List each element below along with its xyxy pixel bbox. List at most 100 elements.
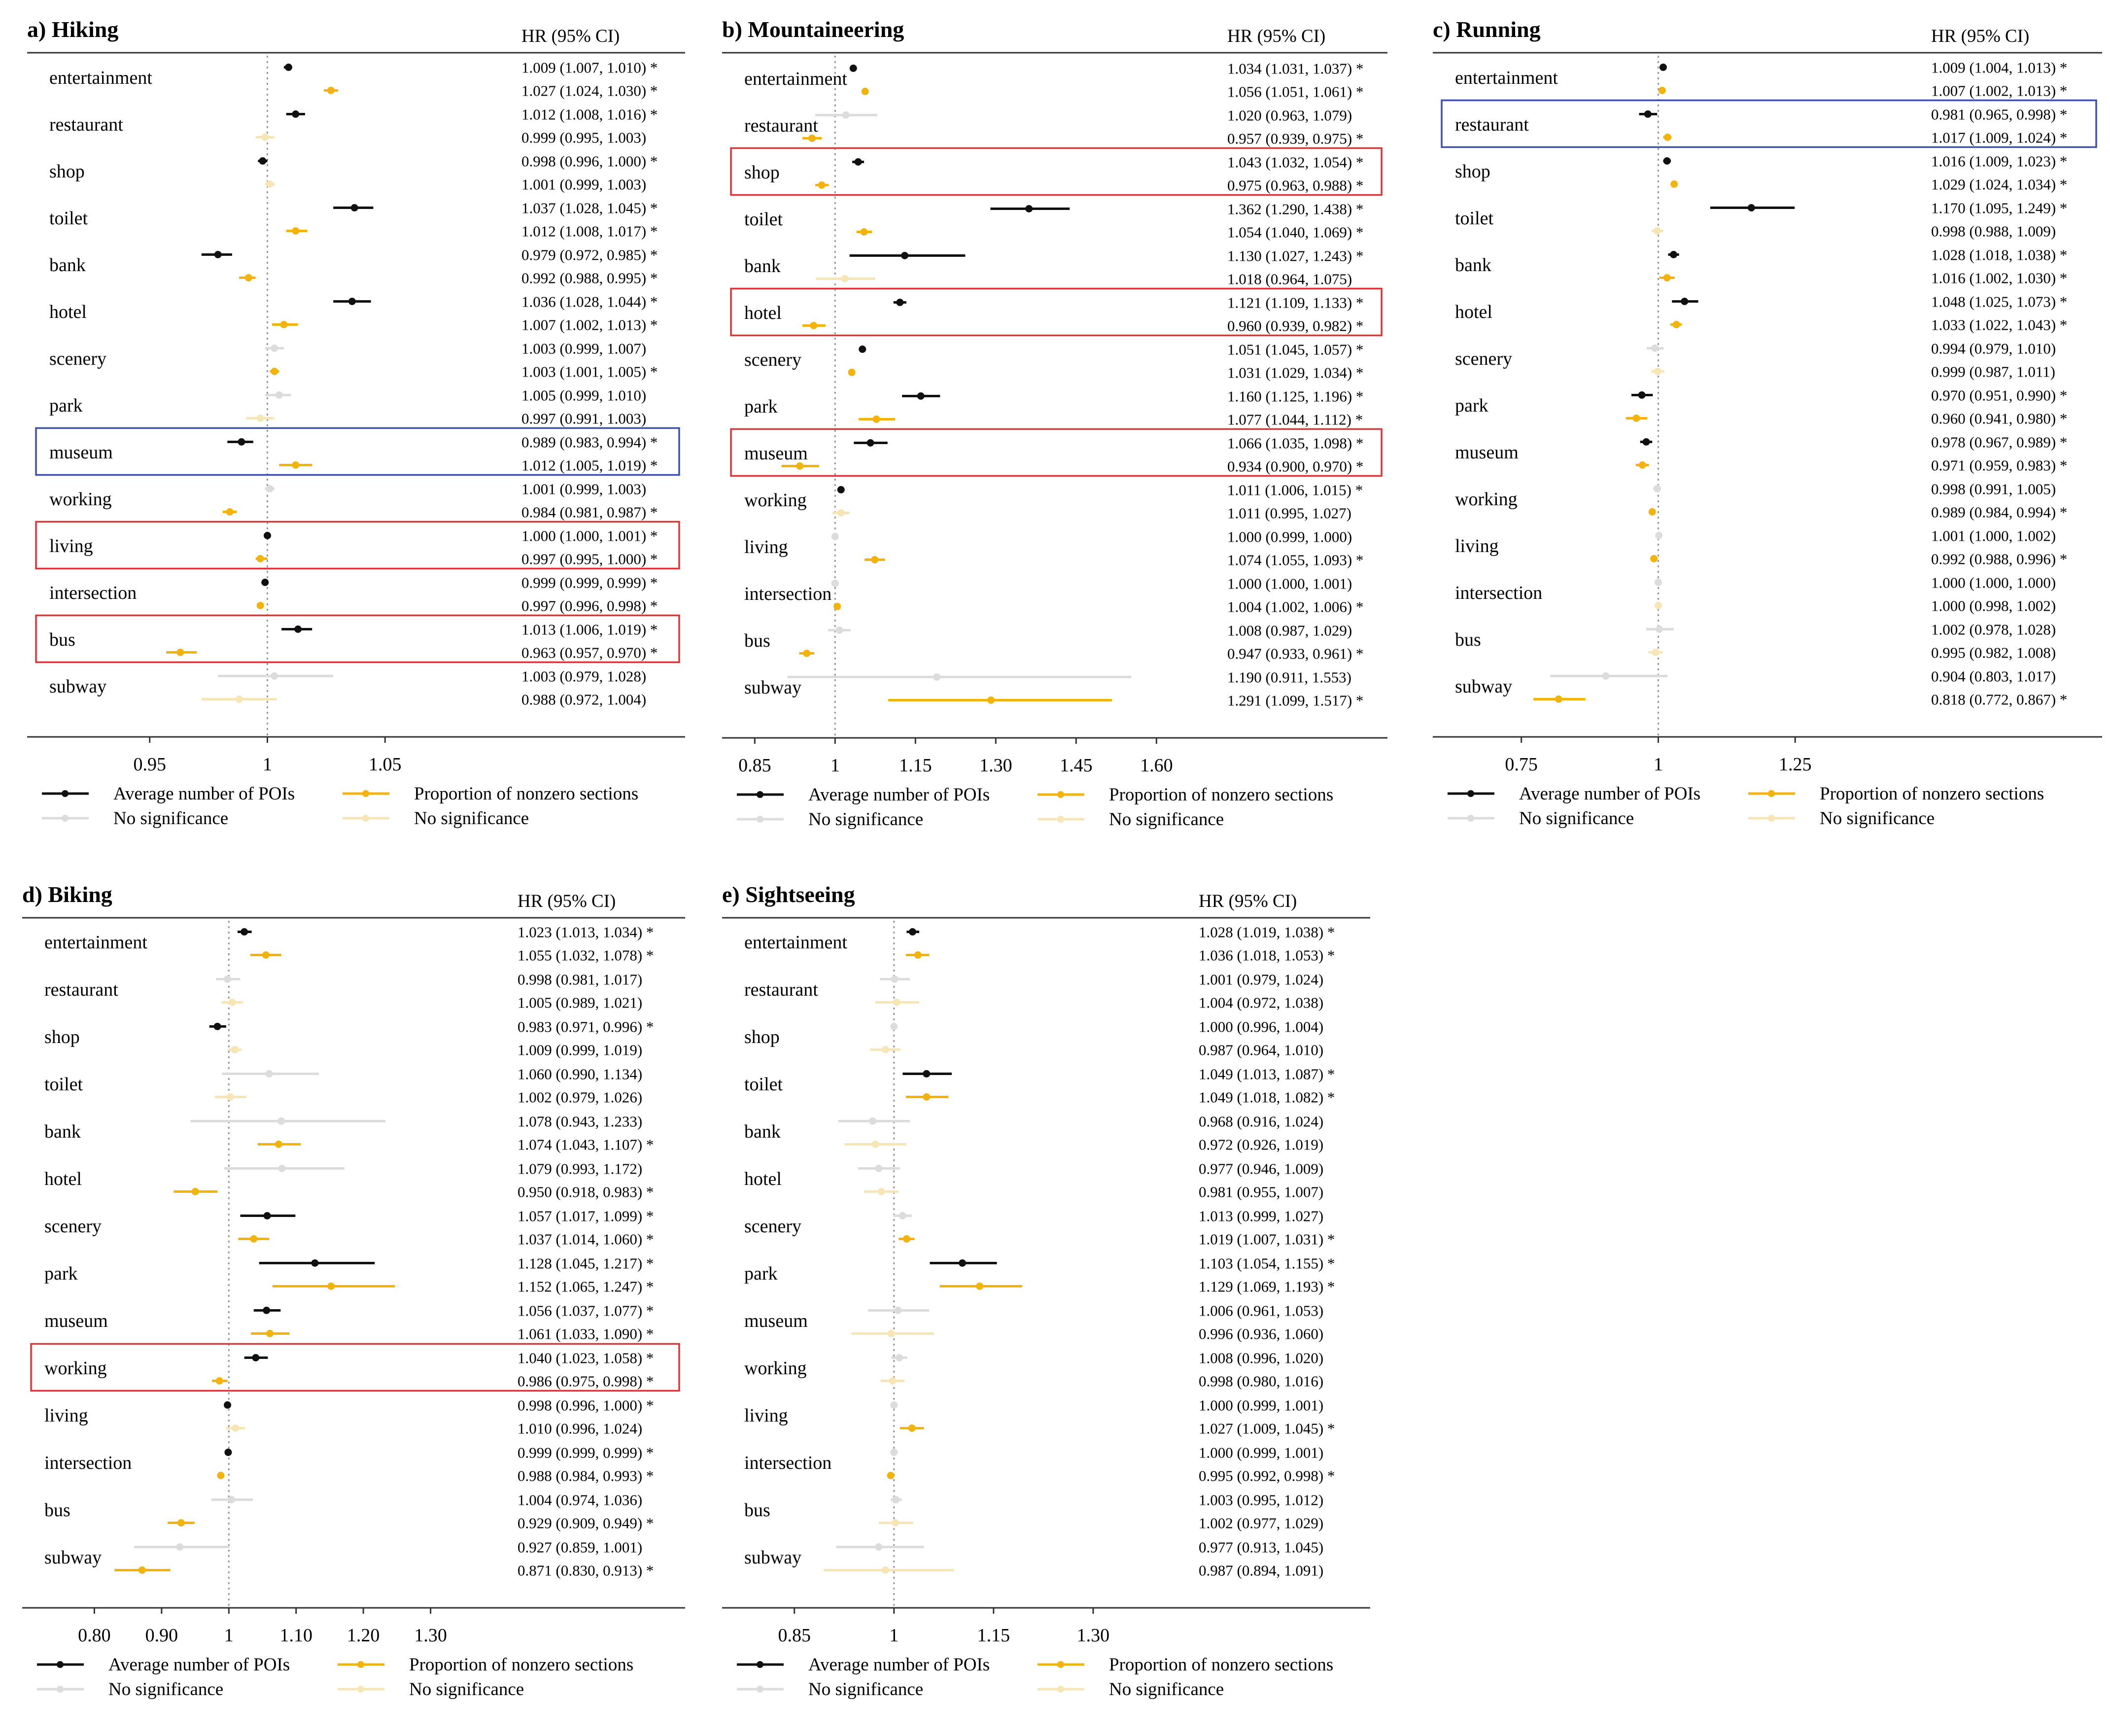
avg-point-restaurant [1644, 110, 1652, 118]
prop-ci-label-entertainment: 1.007 (1.002, 1.013) * [1931, 82, 2067, 100]
avg-ci-label-working: 0.998 (0.991, 1.005) [1931, 481, 2056, 498]
avg-point-bus [294, 625, 302, 633]
prop-ci-label-intersection: 0.988 (0.984, 0.993) * [518, 1467, 654, 1485]
avg-point-shop [259, 157, 267, 165]
row-label-museum: museum [49, 442, 113, 463]
avg-point-restaurant [224, 975, 232, 983]
prop-point-museum [887, 1330, 895, 1337]
avg-ci-label-hotel: 1.121 (1.109, 1.133) * [1227, 294, 1363, 312]
row-label-working: working [744, 490, 807, 511]
prop-point-toilet [292, 227, 300, 235]
highlight-box-shop [730, 147, 1383, 196]
avg-point-entertainment [284, 64, 292, 71]
prop-ci-label-entertainment: 1.055 (1.032, 1.078) * [518, 947, 654, 964]
row-label-subway: subway [744, 677, 801, 698]
prop-point-scenery [271, 368, 278, 375]
row-label-bus: bus [744, 1500, 770, 1521]
prop-point-working [837, 509, 845, 517]
avg-ci-label-scenery: 1.003 (0.999, 1.007) [521, 340, 646, 357]
row-label-park: park [44, 1263, 78, 1284]
avg-point-intersection [1654, 579, 1662, 586]
avg-point-park [275, 391, 283, 399]
row-label-living: living [744, 1405, 788, 1426]
prop-ci-label-bank: 0.992 (0.988, 0.995) * [521, 270, 657, 287]
prop-point-living [871, 556, 879, 563]
prop-point-scenery [1654, 368, 1661, 375]
x-tick-label: 1.20 [347, 1625, 380, 1646]
avg-ci-label-subway: 0.904 (0.803, 1.017) [1931, 668, 2056, 685]
prop-ci-label-hotel: 0.981 (0.955, 1.007) [1199, 1183, 1323, 1201]
prop-ci-label-park: 1.077 (1.044, 1.112) * [1227, 411, 1363, 428]
prop-ci-label-museum: 0.971 (0.959, 0.983) * [1931, 457, 2067, 474]
avg-ci-label-bank: 1.078 (0.943, 1.233) [518, 1113, 642, 1130]
row-label-scenery: scenery [49, 348, 106, 369]
prop-point-hotel [810, 322, 818, 329]
prop-ci-label-restaurant: 1.004 (0.972, 1.038) [1199, 994, 1323, 1011]
avg-ci-label-park: 1.005 (0.999, 1.010) [521, 387, 646, 404]
avg-ci-label-toilet: 1.037 (1.028, 1.045) * [521, 200, 657, 217]
x-tick-label: 1.15 [899, 755, 932, 776]
prop-point-park [327, 1283, 335, 1290]
avg-ci-label-toilet: 1.170 (1.095, 1.249) * [1931, 200, 2067, 217]
avg-point-entertainment [909, 928, 917, 936]
prop-point-shop [231, 1046, 239, 1053]
legend-prop-label: Proportion of nonzero sections [1109, 1655, 1333, 1675]
avg-ci-label-scenery: 0.994 (0.979, 1.010) [1931, 340, 2056, 357]
prop-ci-label-bus: 0.929 (0.909, 0.949) * [518, 1515, 654, 1532]
avg-point-scenery [1651, 345, 1659, 352]
row-label-bank: bank [744, 256, 781, 277]
prop-point-bus [1652, 649, 1660, 656]
prop-ci-label-shop: 1.001 (0.999, 1.003) [521, 176, 646, 193]
prop-ci-label-toilet: 1.012 (1.008, 1.017) * [521, 223, 657, 240]
prop-ci-label-park: 0.997 (0.991, 1.003) [521, 410, 646, 427]
avg-ci-label-museum: 0.989 (0.983, 0.994) * [521, 434, 657, 451]
avg-ci-label-working: 1.001 (0.999, 1.003) [521, 481, 646, 498]
avg-ci-label-museum: 1.006 (0.961, 1.053) [1199, 1302, 1323, 1319]
prop-ci-label-bank: 1.016 (1.002, 1.030) * [1931, 270, 2067, 287]
legend-avg-dot [757, 1661, 763, 1668]
prop-point-entertainment [1658, 87, 1666, 94]
avg-ci-label-restaurant: 1.001 (0.979, 1.024) [1199, 971, 1323, 988]
prop-ci-label-scenery: 1.019 (1.007, 1.031) * [1199, 1231, 1335, 1248]
prop-ci-label-subway: 0.871 (0.830, 0.913) * [518, 1562, 654, 1579]
x-tick-label: 1.30 [1077, 1625, 1110, 1646]
highlight-box-bus [35, 614, 680, 663]
prop-ci-label-working: 0.986 (0.975, 0.998) * [518, 1373, 654, 1390]
panel-sightseeing: e) Sightseeing HR (95% CI) 0.85 1 1.15 1.30 en… [722, 882, 1370, 1700]
avg-ci-label-scenery: 1.051 (1.045, 1.057) * [1227, 341, 1363, 358]
avg-point-working [252, 1354, 260, 1361]
prop-ci-label-shop: 0.975 (0.963, 0.988) * [1227, 177, 1363, 194]
row-label-museum: museum [44, 1311, 108, 1331]
prop-ci-label-scenery: 1.031 (1.029, 1.034) * [1227, 364, 1363, 382]
row-label-entertainment: entertainment [49, 68, 152, 88]
avg-ci-label-restaurant: 1.020 (0.963, 1.079) [1227, 107, 1352, 124]
prop-point-subway [881, 1566, 889, 1574]
avg-point-toilet [350, 204, 358, 211]
prop-point-toilet [226, 1093, 234, 1101]
avg-point-bank [277, 1117, 285, 1125]
panel-biking: d) Biking HR (95% CI) 0.80 0.90 1 1.10 1.20 1.3… [22, 882, 685, 1700]
prop-point-subway [235, 695, 243, 703]
legend-avg-ns-label: No significance [113, 808, 228, 829]
avg-point-scenery [271, 345, 278, 352]
row-label-toilet: toilet [49, 208, 88, 229]
row-label-bus: bus [44, 1500, 70, 1521]
prop-ci-label-intersection: 1.004 (1.002, 1.006) * [1227, 598, 1363, 616]
prop-ci-label-scenery: 0.999 (0.987, 1.011) [1931, 363, 2055, 381]
prop-ci-label-hotel: 0.960 (0.939, 0.982) * [1227, 317, 1363, 335]
prop-point-intersection [1654, 602, 1662, 609]
avg-ci-label-working: 1.040 (1.023, 1.058) * [518, 1350, 654, 1367]
row-label-toilet: toilet [744, 1074, 783, 1095]
prop-point-entertainment [914, 951, 922, 959]
row-label-living: living [49, 536, 93, 556]
prop-ci-label-bus: 1.002 (0.977, 1.029) [1199, 1515, 1323, 1532]
prop-point-shop [266, 180, 274, 188]
prop-point-hotel [877, 1188, 885, 1195]
x-tick-label: 0.85 [738, 755, 771, 776]
avg-ci-label-living: 1.000 (0.999, 1.000) [1227, 528, 1352, 546]
avg-ci-label-entertainment: 1.034 (1.031, 1.037) * [1227, 60, 1363, 77]
prop-ci-label-restaurant: 0.999 (0.995, 1.003) [521, 129, 646, 146]
prop-ci-label-living: 0.997 (0.995, 1.000) * [521, 551, 657, 568]
prop-ci-label-museum: 1.012 (1.005, 1.019) * [521, 457, 657, 474]
avg-ci-label-shop: 1.043 (1.032, 1.054) * [1227, 154, 1363, 171]
